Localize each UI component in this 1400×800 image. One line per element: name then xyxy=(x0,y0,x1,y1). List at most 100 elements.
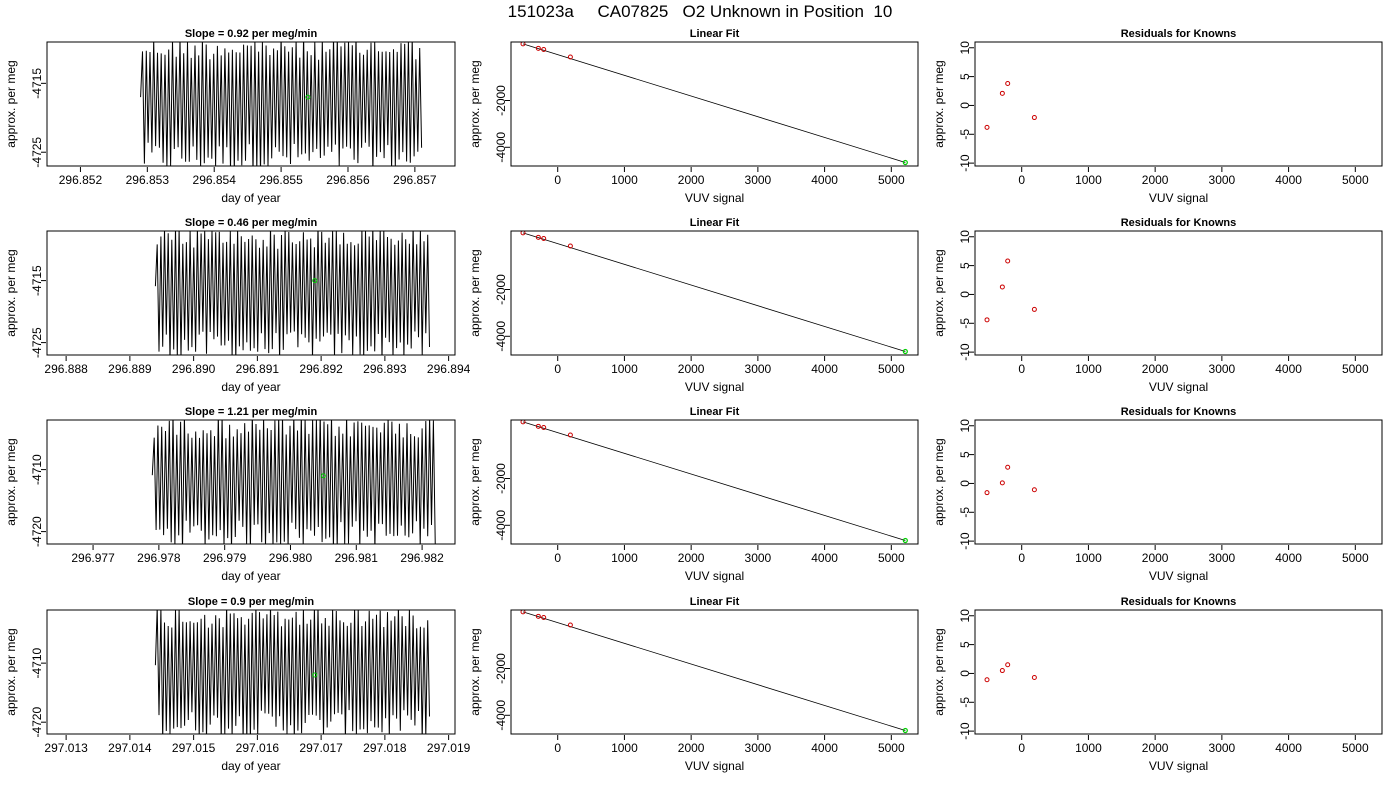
plot-frame xyxy=(46,609,456,735)
known-point xyxy=(541,614,547,620)
panel-4-2: Linear Fit 0 1000 2000 3000 4000 5000 -2000 -400… xyxy=(468,596,919,773)
x-tick-label: 1000 xyxy=(1075,173,1102,187)
y-tick-label: 5 xyxy=(958,262,972,269)
y-tick-label: -4720 xyxy=(30,516,44,547)
panel-3-3: Residuals for Knowns 0 1000 2000 3000 4000 500… xyxy=(932,406,1383,583)
x-tick-label: 5000 xyxy=(1342,551,1369,565)
panel-title: Linear Fit xyxy=(690,406,740,418)
x-tick-label: 5000 xyxy=(1342,741,1369,755)
figure-title: 151023a CA07825 O2 Unknown in Position 1… xyxy=(507,2,893,21)
x-tick-label: 0 xyxy=(1018,551,1025,565)
panel-3-1: Slope = 1.21 per meg/min 296.977 296.978 29… xyxy=(4,406,456,583)
panel-title: Residuals for Knowns xyxy=(1121,596,1237,608)
y-tick-label: 5 xyxy=(958,451,972,458)
x-tick-label: 4000 xyxy=(811,173,838,187)
known-point xyxy=(1031,674,1037,680)
x-tick-label: 5000 xyxy=(1342,362,1369,376)
y-tick-label: -10 xyxy=(958,722,972,740)
x-tick-label: 297.015 xyxy=(172,741,216,755)
known-point xyxy=(567,243,573,249)
plot-data xyxy=(151,420,436,544)
plot-data xyxy=(140,42,423,166)
unknown-marker xyxy=(312,278,318,284)
unknown-marker xyxy=(320,473,326,479)
known-point xyxy=(999,90,1005,96)
x-tick-label: 296.892 xyxy=(299,362,343,376)
known-point xyxy=(984,124,990,130)
x-tick-label: 5000 xyxy=(878,551,905,565)
plot-data xyxy=(520,42,908,166)
plot-frame xyxy=(974,230,1383,356)
panel-title: Linear Fit xyxy=(690,596,740,608)
x-axis-label: VUV signal xyxy=(685,759,744,773)
panel-title: Residuals for Knowns xyxy=(1121,406,1237,418)
x-tick-label: 5000 xyxy=(878,362,905,376)
panel-title: Residuals for Knowns xyxy=(1121,28,1237,40)
fit-line xyxy=(522,43,906,163)
known-point xyxy=(567,622,573,628)
time-series-trace xyxy=(154,231,430,355)
x-tick-label: 2000 xyxy=(1142,741,1169,755)
x-tick-label: 4000 xyxy=(1275,362,1302,376)
known-point xyxy=(1005,464,1011,470)
known-point xyxy=(520,420,526,425)
known-point xyxy=(999,668,1005,674)
x-tick-label: 296.889 xyxy=(108,362,152,376)
panel-title: Slope = 1.21 per meg/min xyxy=(185,406,318,418)
x-tick-label: 296.979 xyxy=(203,551,247,565)
y-tick-label: -4710 xyxy=(30,454,44,485)
x-tick-label: 3000 xyxy=(745,173,772,187)
x-tick-label: 296.857 xyxy=(393,173,437,187)
known-point xyxy=(999,284,1005,290)
known-point xyxy=(1005,258,1011,264)
plot-data xyxy=(520,610,908,734)
x-tick-label: 296.981 xyxy=(335,551,379,565)
x-tick-label: 1000 xyxy=(1075,741,1102,755)
x-tick-label: 0 xyxy=(1018,362,1025,376)
unknown-point xyxy=(902,159,908,166)
x-axis-label: VUV signal xyxy=(685,191,744,205)
y-axis-label: approx. per meg xyxy=(932,249,946,336)
time-series-trace xyxy=(151,420,436,544)
known-point xyxy=(984,490,990,496)
plot-data xyxy=(154,610,430,734)
x-tick-label: 0 xyxy=(554,551,561,565)
plot-frame xyxy=(510,609,919,735)
y-axis-label: approx. per meg xyxy=(468,628,482,715)
panel-2-1: Slope = 0.46 per meg/min 296.888 296.889 29… xyxy=(4,217,471,394)
x-tick-label: 1000 xyxy=(611,741,638,755)
x-axis-label: VUV signal xyxy=(1149,380,1208,394)
x-tick-label: 2000 xyxy=(1142,362,1169,376)
y-tick-label: 10 xyxy=(958,419,972,433)
x-tick-label: 3000 xyxy=(1209,173,1236,187)
x-axis-label: VUV signal xyxy=(685,380,744,394)
x-tick-label: 2000 xyxy=(678,362,705,376)
x-tick-label: 2000 xyxy=(678,173,705,187)
y-axis-label: approx. per meg xyxy=(4,249,18,336)
x-tick-label: 296.891 xyxy=(236,362,280,376)
x-tick-label: 5000 xyxy=(1342,173,1369,187)
x-tick-label: 297.019 xyxy=(427,741,471,755)
x-tick-label: 0 xyxy=(1018,741,1025,755)
x-tick-label: 4000 xyxy=(811,551,838,565)
known-point xyxy=(1031,487,1037,493)
y-tick-label: -2000 xyxy=(494,85,508,116)
plot-data xyxy=(520,231,908,355)
x-tick-label: 296.894 xyxy=(427,362,471,376)
y-tick-label: 0 xyxy=(958,480,972,487)
known-point xyxy=(520,42,526,47)
y-tick-label: -4000 xyxy=(494,510,508,541)
x-tick-label: 296.890 xyxy=(172,362,216,376)
panel-1-1: Slope = 0.92 per meg/min 296.852 296.853 29… xyxy=(4,28,456,205)
x-axis-label: day of year xyxy=(221,191,280,205)
x-tick-label: 296.977 xyxy=(71,551,115,565)
x-tick-label: 0 xyxy=(554,362,561,376)
plot-frame xyxy=(46,230,456,356)
known-point xyxy=(999,480,1005,486)
y-tick-label: -4000 xyxy=(494,700,508,731)
x-tick-label: 1000 xyxy=(611,362,638,376)
x-tick-label: 4000 xyxy=(811,741,838,755)
y-tick-label: 0 xyxy=(958,102,972,109)
x-tick-label: 3000 xyxy=(1209,741,1236,755)
unknown-marker xyxy=(305,94,311,100)
